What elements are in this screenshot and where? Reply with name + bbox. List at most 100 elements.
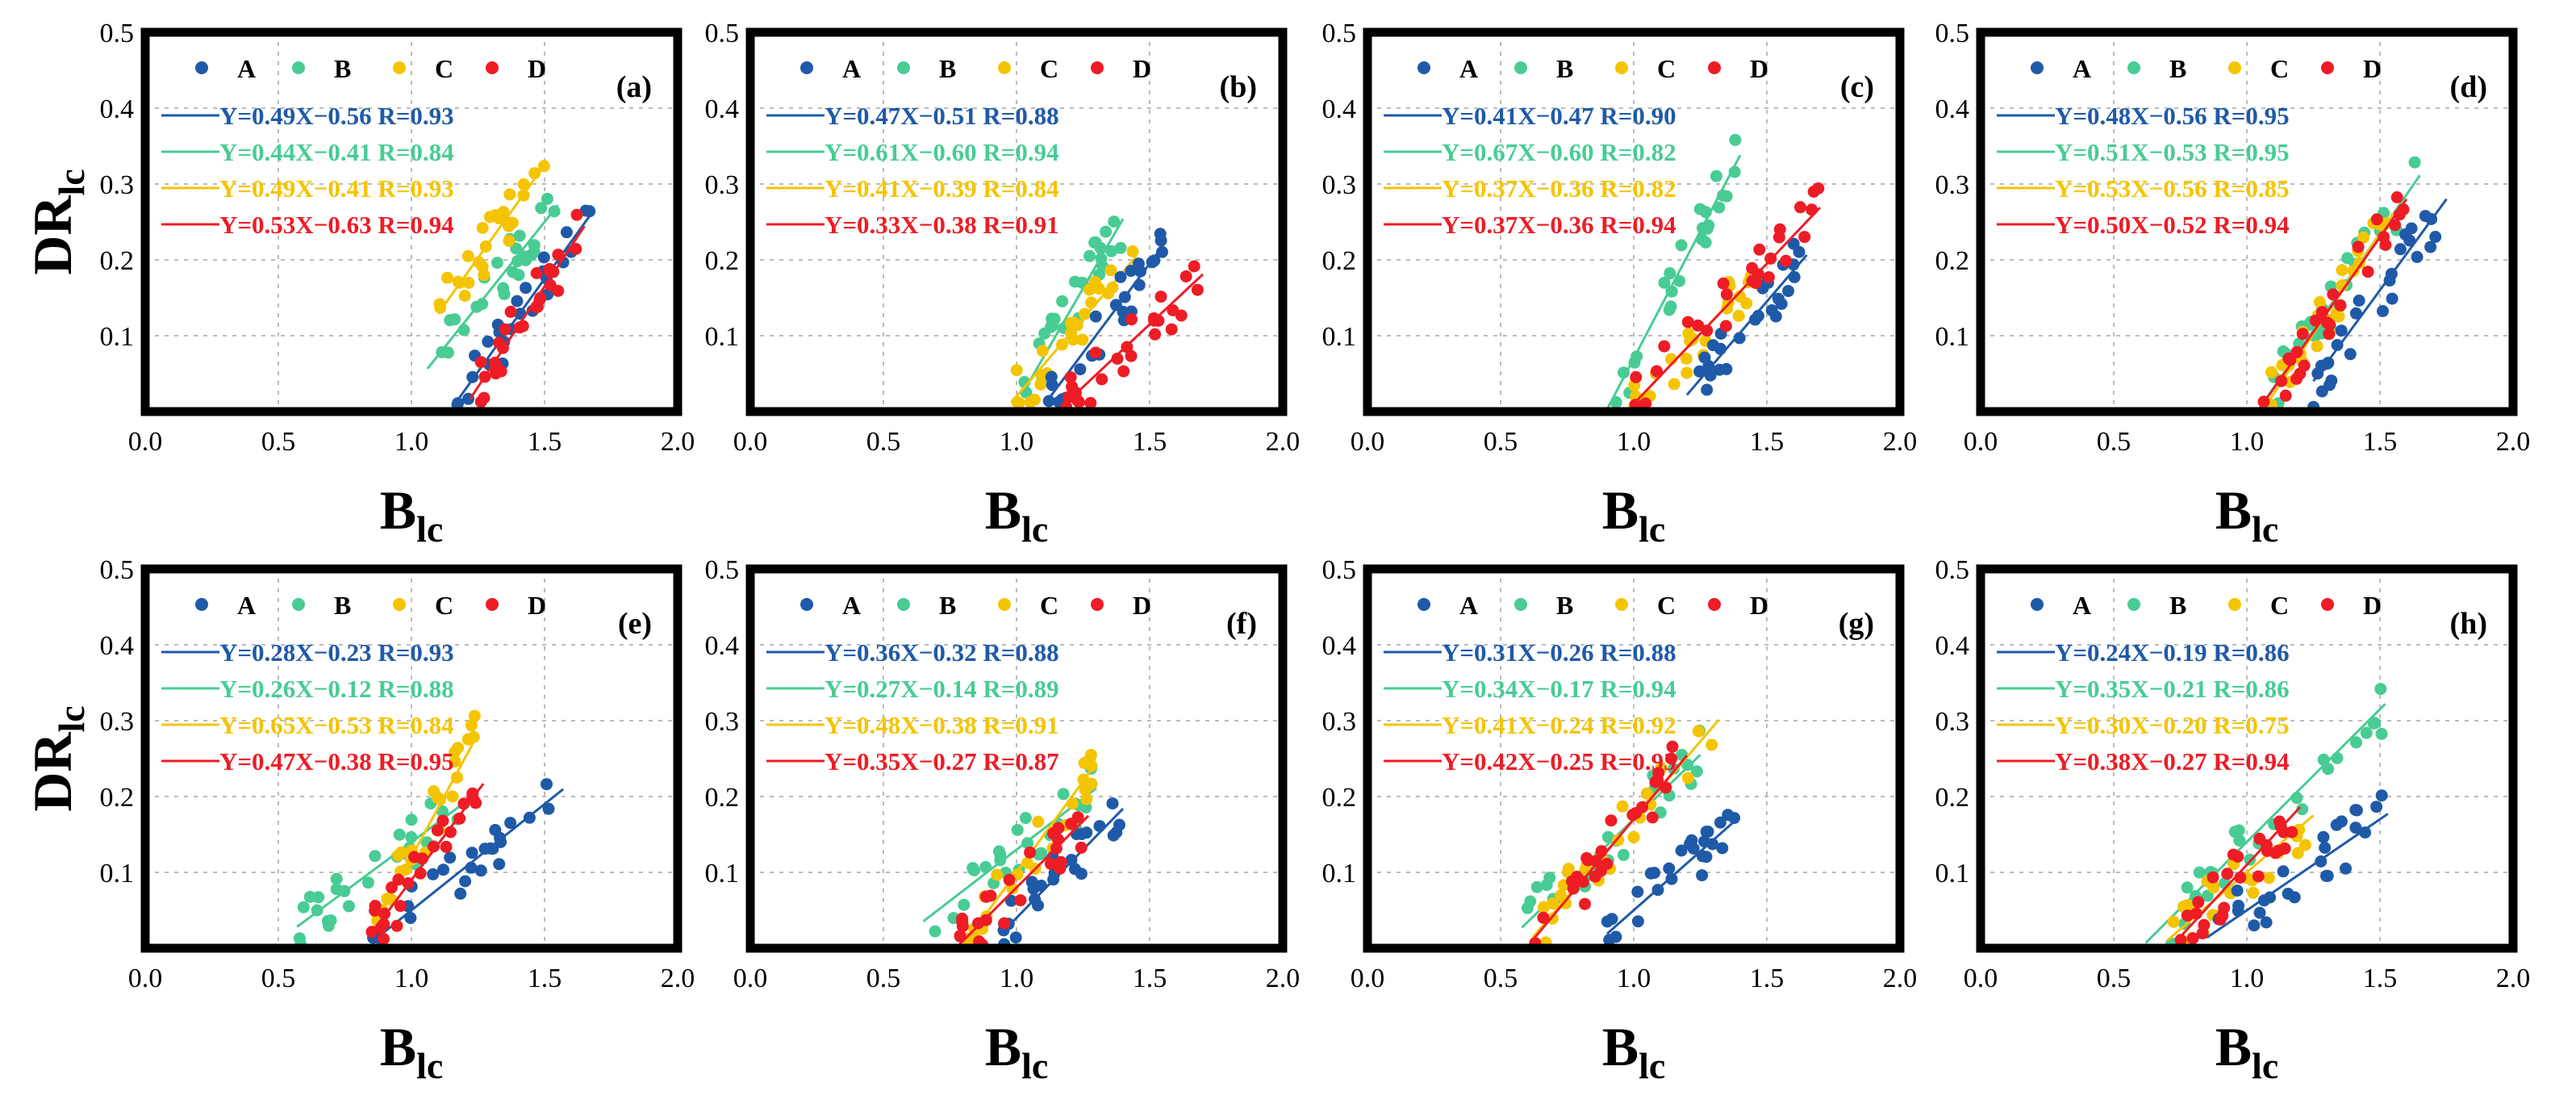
data-point-d <box>2390 191 2403 203</box>
data-point-d <box>1746 274 1759 287</box>
fit-equation-c: Y=0.41X−0.39 R=0.84 <box>825 174 1059 203</box>
data-point-b <box>994 848 1007 860</box>
x-tick-label: 2.0 <box>1883 964 1918 993</box>
data-point-d <box>1537 911 1550 924</box>
data-point-a <box>459 875 472 888</box>
data-point-d <box>1167 304 1179 316</box>
data-point-a <box>504 817 517 830</box>
x-axis-title: Blc <box>380 1016 444 1086</box>
data-point-a <box>2277 865 2290 878</box>
data-point-c <box>1102 287 1115 299</box>
data-point-d <box>1089 346 1102 359</box>
data-point-d <box>1054 855 1067 868</box>
fit-equation-a: Y=0.28X−0.23 R=0.93 <box>219 638 454 667</box>
data-point-a <box>2231 884 2244 897</box>
data-point-d <box>1149 328 1162 341</box>
data-point-c <box>1681 771 1694 784</box>
data-point-c <box>2265 366 2277 378</box>
legend-marker-d <box>2321 598 2334 611</box>
fit-equation-d: Y=0.50X−0.52 R=0.94 <box>2055 211 2290 239</box>
data-point-d <box>1658 340 1671 353</box>
fit-line-c <box>370 733 479 932</box>
fit-equation-b: Y=0.27X−0.14 R=0.89 <box>825 675 1059 703</box>
fit-line-d <box>1063 273 1204 406</box>
data-point-b <box>1105 245 1118 257</box>
data-point-d <box>2196 927 2209 940</box>
x-axis-title: Blc <box>985 479 1049 550</box>
data-point-d <box>552 285 565 297</box>
data-point-a <box>560 226 573 239</box>
data-point-d <box>1639 397 1652 410</box>
legend-label-d: D <box>1133 54 1151 83</box>
data-point-d <box>1794 201 1806 214</box>
data-point-a <box>2350 804 2363 817</box>
x-tick-label: 0.0 <box>733 427 768 457</box>
x-tick-label: 0.0 <box>733 964 768 993</box>
data-point-a <box>2424 240 2437 253</box>
legend-marker-a <box>195 598 208 611</box>
y-tick-label: 0.5 <box>100 555 135 585</box>
data-point-d <box>2323 328 2336 341</box>
data-point-c <box>2298 838 2311 851</box>
x-tick-label: 1.5 <box>1133 964 1167 993</box>
data-point-d <box>2352 240 2365 253</box>
data-point-d <box>570 208 583 221</box>
data-point-b <box>2375 727 2388 740</box>
data-point-d <box>972 917 984 930</box>
x-tick-label: 1.5 <box>528 964 562 993</box>
fit-equation-d: Y=0.35X−0.27 R=0.87 <box>825 747 1059 776</box>
data-point-b <box>1108 215 1121 228</box>
data-point-b <box>361 876 374 889</box>
x-tick-label: 0.0 <box>128 964 163 993</box>
data-point-d <box>392 873 405 886</box>
data-point-b <box>1664 267 1676 280</box>
data-point-c <box>461 733 474 746</box>
data-point-a <box>2429 231 2442 243</box>
y-tick-label: 0.1 <box>705 322 740 352</box>
data-point-c <box>1686 332 1699 345</box>
legend-marker-c <box>393 61 406 74</box>
fit-equation-b: Y=0.51X−0.53 R=0.95 <box>2055 138 2290 166</box>
data-point-a <box>2394 243 2407 256</box>
data-point-a <box>478 842 491 855</box>
data-point-c <box>1037 345 1049 357</box>
data-point-a <box>427 868 440 880</box>
y-tick-label: 0.4 <box>1322 94 1357 124</box>
x-tick-label: 2.0 <box>1266 427 1301 457</box>
legend-label-c: C <box>1040 591 1058 620</box>
x-axis-title: Blc <box>1602 479 1666 550</box>
data-point-b <box>1543 872 1556 884</box>
fit-equation-c: Y=0.41X−0.24 R=0.92 <box>1442 711 1676 739</box>
data-point-a <box>1631 885 1644 898</box>
data-point-a <box>1074 363 1087 376</box>
x-tick-label: 0.5 <box>1484 427 1518 457</box>
data-point-b <box>968 864 980 876</box>
data-point-a <box>1701 383 1714 396</box>
legend-marker-c <box>1615 61 1628 74</box>
x-tick-label: 0.5 <box>866 964 901 993</box>
data-point-c <box>1538 901 1551 914</box>
data-point-d <box>1646 811 1659 824</box>
legend-marker-d <box>1091 61 1104 74</box>
data-point-b <box>449 313 461 326</box>
data-point-c <box>468 709 481 722</box>
data-point-c <box>1126 245 1139 257</box>
data-point-b <box>2296 803 2309 816</box>
data-point-b <box>2367 717 2380 730</box>
data-point-b <box>2408 156 2421 169</box>
legend-label-d: D <box>2363 591 2382 620</box>
plot-frame <box>1363 564 1905 953</box>
chart-panel: 0.1 0.2 0.3 0.4 0.5 0.0 0.5 1.0 1.5 2.0 A B C D (c) Y=0… <box>1322 19 1918 550</box>
data-point-d <box>2275 374 2288 387</box>
data-point-b <box>1011 824 1024 836</box>
data-point-a <box>482 335 495 348</box>
legend-marker-b <box>292 598 305 611</box>
data-point-d <box>1798 231 1811 244</box>
y-tick-label: 0.1 <box>705 859 740 888</box>
data-point-d <box>2296 328 2309 341</box>
data-point-d <box>394 900 407 913</box>
data-point-a <box>437 863 449 876</box>
legend-label-b: B <box>2169 591 2186 620</box>
data-point-a <box>466 847 478 859</box>
data-point-d <box>408 851 420 863</box>
